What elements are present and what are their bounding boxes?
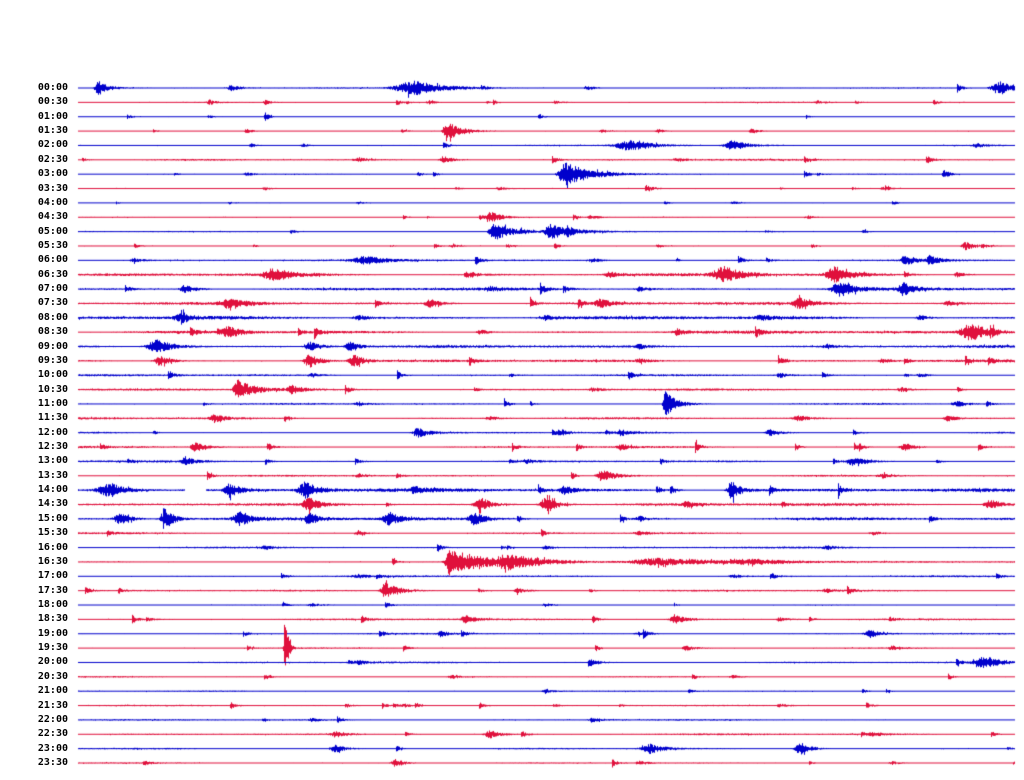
- trace-time-label: 22:30: [37, 728, 68, 740]
- trace-time-label: 06:00: [37, 254, 68, 266]
- trace-time-label: 09:30: [37, 354, 68, 366]
- trace-time-label: 22:00: [37, 713, 68, 725]
- trace-time-label: 20:00: [37, 656, 68, 668]
- trace-time-label: 13:30: [37, 469, 68, 481]
- trace-time-label: 00:30: [37, 96, 68, 108]
- trace-time-label: 12:30: [37, 441, 68, 453]
- trace-time-label: 02:00: [37, 139, 68, 151]
- trace-time-label: 01:30: [37, 125, 68, 137]
- trace-time-label: 13:00: [37, 455, 68, 467]
- trace-time-label: 05:30: [37, 239, 68, 251]
- trace-time-label: 19:30: [37, 642, 68, 654]
- trace-time-label: 18:00: [37, 599, 68, 611]
- trace-time-label: 20:30: [37, 670, 68, 682]
- trace-time-label: 10:00: [37, 369, 68, 381]
- trace-time-label: 15:00: [37, 512, 68, 524]
- trace-time-label: 16:00: [37, 541, 68, 553]
- trace-time-label: 21:30: [37, 699, 68, 711]
- trace-time-label: 17:30: [37, 584, 68, 596]
- trace-time-label: 18:30: [37, 613, 68, 625]
- trace-time-label: 07:00: [37, 283, 68, 295]
- trace-time-label: 21:00: [37, 685, 68, 697]
- trace-time-label: 14:30: [37, 498, 68, 510]
- trace-time-label: 02:30: [37, 153, 68, 165]
- trace-time-label: 08:30: [37, 326, 68, 338]
- trace-time-label: 03:00: [37, 168, 68, 180]
- trace-time-label: 16:30: [37, 555, 68, 567]
- trace-time-label: 17:00: [37, 570, 68, 582]
- trace-time-label: 12:00: [37, 426, 68, 438]
- trace-time-label: 15:30: [37, 527, 68, 539]
- trace-time-label: 09:00: [37, 340, 68, 352]
- trace-time-label: 06:30: [37, 268, 68, 280]
- trace-time-label: 03:30: [37, 182, 68, 194]
- trace-time-label: 04:00: [37, 196, 68, 208]
- trace-time-label: 08:00: [37, 311, 68, 323]
- trace-time-label: 10:30: [37, 383, 68, 395]
- trace-time-label: 23:30: [37, 757, 68, 768]
- trace-time-label: 23:00: [37, 742, 68, 754]
- trace-time-label: 05:00: [37, 225, 68, 237]
- trace-time-label: 11:30: [37, 412, 68, 424]
- trace-time-label: 01:00: [37, 110, 68, 122]
- trace-time-label: 19:00: [37, 627, 68, 639]
- trace-time-label: 07:30: [37, 297, 68, 309]
- trace-time-label: 00:00: [37, 82, 68, 93]
- trace-time-label: 14:00: [37, 484, 68, 496]
- trace-time-label: 04:30: [37, 211, 68, 223]
- trace-time-label: 11:00: [37, 397, 68, 409]
